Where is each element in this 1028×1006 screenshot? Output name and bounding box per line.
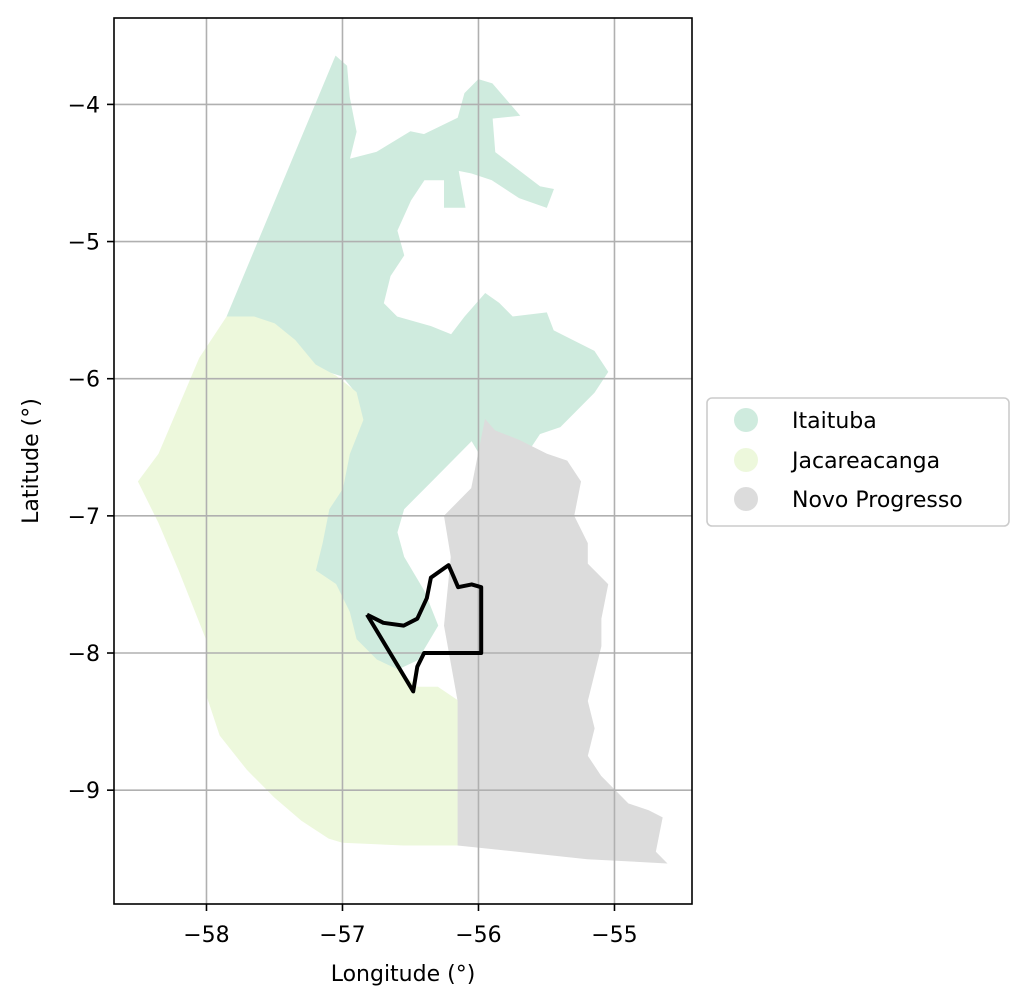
x-tick-label: −57 [319, 923, 365, 948]
y-tick-label: −4 [68, 93, 100, 118]
legend-label-jacareacanga: Jacareacanga [790, 449, 940, 474]
y-tick-label: −8 [68, 642, 100, 667]
x-tick-label: −55 [591, 923, 637, 948]
legend-marker-itaituba [734, 408, 758, 432]
legend-marker-novo-progresso [734, 487, 758, 511]
y-tick-label: −6 [68, 368, 100, 393]
x-tick-label: −58 [183, 923, 229, 948]
legend-marker-jacareacanga [734, 448, 758, 472]
legend-label-novo-progresso: Novo Progresso [792, 488, 963, 513]
y-axis-label: Latitude (°) [19, 398, 44, 524]
regions-layer [139, 56, 667, 863]
legend-label-itaituba: Itaituba [792, 409, 877, 434]
y-tick-label: −9 [68, 779, 100, 804]
x-tick-label: −56 [455, 923, 501, 948]
legend: Itaituba Jacareacanga Novo Progresso [707, 398, 1009, 526]
y-tick-label: −7 [68, 505, 100, 530]
x-axis-label: Longitude (°) [331, 962, 476, 987]
y-tick-label: −5 [68, 231, 100, 256]
